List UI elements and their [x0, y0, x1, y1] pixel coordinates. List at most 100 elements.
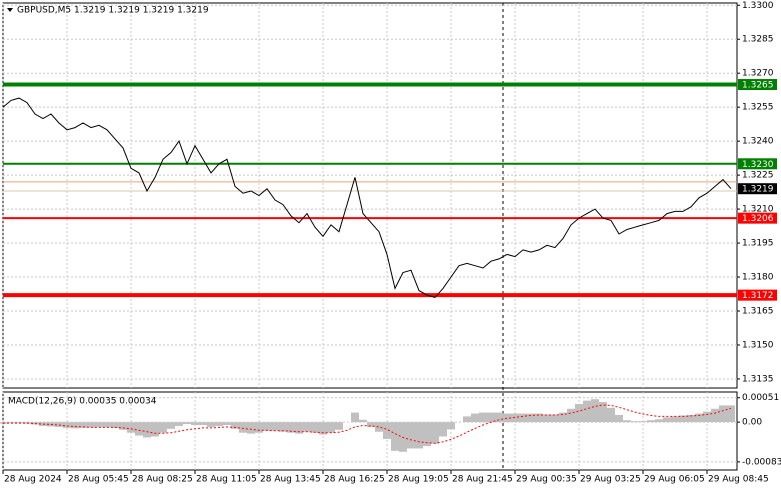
level-label: 1.3230 — [742, 160, 774, 170]
macd-bar — [359, 419, 367, 423]
macd-bar — [247, 422, 255, 434]
macd-bar — [423, 422, 431, 447]
y-tick-label: 1.3180 — [742, 273, 774, 283]
macd-bar — [719, 405, 727, 423]
macd-bar — [711, 408, 719, 423]
x-tick-label: 28 Aug 13:45 — [260, 475, 321, 485]
y-tick-label: 1.3240 — [742, 137, 774, 147]
macd-bar — [319, 422, 327, 435]
macd-bar — [671, 416, 679, 423]
x-tick-label: 29 Aug 00:35 — [516, 475, 577, 485]
macd-bar — [615, 414, 623, 423]
macd-bar — [527, 413, 535, 423]
price-frame — [2, 2, 738, 389]
macd-bar — [335, 422, 343, 430]
macd-bar — [167, 422, 175, 429]
macd-bar — [351, 412, 359, 423]
macd-bar — [503, 413, 511, 423]
level-tag — [738, 289, 777, 301]
macd-bar — [695, 413, 703, 423]
macd-bar — [479, 412, 487, 423]
macd-bar — [567, 408, 575, 423]
level-label: 1.3265 — [742, 81, 774, 91]
macd-bar — [183, 422, 191, 425]
macd-bar — [487, 412, 495, 423]
macd-bar — [119, 422, 127, 430]
macd-bar — [415, 422, 423, 449]
macd-bar — [135, 422, 143, 436]
x-tick-label: 28 Aug 16:25 — [324, 475, 385, 485]
macd-bar — [591, 399, 599, 423]
macd-bar — [639, 421, 647, 423]
macd-bar — [239, 422, 247, 433]
macd-bar — [623, 420, 631, 423]
y-tick-label: 1.3150 — [742, 340, 774, 350]
macd-bar — [215, 422, 223, 426]
macd-bar — [727, 405, 735, 423]
x-tick-label: 29 Aug 03:25 — [580, 475, 641, 485]
macd-bar — [199, 422, 207, 426]
macd-bar — [151, 422, 159, 437]
macd-bar — [391, 422, 399, 451]
macd-bar — [127, 422, 135, 433]
macd-bar — [407, 422, 415, 449]
macd-bar — [431, 422, 439, 444]
x-tick-label: 28 Aug 05:45 — [68, 475, 129, 485]
macd-bar — [575, 403, 583, 423]
y-tick-label: 1.3225 — [742, 171, 774, 181]
macd-bar — [303, 422, 311, 432]
macd-bar — [463, 416, 471, 423]
macd-bar — [607, 407, 615, 423]
macd-bar — [31, 422, 39, 425]
macd-bar — [263, 422, 271, 431]
macd-bar — [599, 402, 607, 423]
macd-bar — [647, 420, 655, 423]
macd-bar — [367, 422, 375, 427]
menu-icon — [7, 8, 13, 12]
y-tick-label: 1.3285 — [742, 35, 774, 45]
macd-bar — [223, 422, 231, 426]
y-tick-label: 1.3255 — [742, 103, 774, 113]
x-tick-label: 28 Aug 08:25 — [132, 475, 193, 485]
y-tick-label: 1.3135 — [742, 374, 774, 384]
macd-bar — [79, 422, 87, 428]
macd-bar — [111, 422, 119, 428]
macd-bar — [87, 422, 95, 428]
macd-bar — [439, 422, 447, 437]
x-tick-label: 28 Aug 2024 — [4, 475, 62, 485]
level-tag — [738, 183, 777, 195]
level-tag — [738, 79, 777, 91]
macd-bar — [471, 413, 479, 423]
y-tick-label: 0.00 — [742, 418, 762, 428]
macd-bar — [383, 422, 391, 439]
macd-bar — [295, 422, 303, 434]
level-label: 1.3219 — [742, 185, 774, 195]
y-tick-label: 1.3300 — [742, 1, 774, 11]
macd-bar — [71, 422, 79, 429]
macd-bar — [103, 422, 111, 427]
x-tick-label: 28 Aug 21:45 — [452, 475, 513, 485]
macd-bar — [23, 422, 31, 424]
x-tick-label: 28 Aug 11:05 — [196, 475, 257, 485]
price-line-series — [2, 97, 732, 298]
macd-bar — [543, 414, 551, 423]
macd-bar — [143, 422, 151, 438]
macd-frame — [2, 391, 738, 471]
macd-bar — [703, 411, 711, 423]
y-tick-label: 1.3195 — [742, 239, 774, 249]
macd-bar — [279, 422, 287, 432]
x-tick-label: 29 Aug 06:05 — [644, 475, 705, 485]
macd-bar — [655, 419, 663, 423]
macd-bar — [631, 421, 639, 423]
macd-bar — [447, 422, 455, 430]
macd-bar — [159, 422, 167, 433]
macd-bar — [63, 422, 71, 428]
x-tick-label: 28 Aug 19:05 — [388, 475, 449, 485]
macd-bar — [271, 422, 279, 431]
x-tick-label: 29 Aug 08:45 — [708, 475, 769, 485]
macd-bar — [207, 422, 215, 427]
macd-bar — [535, 413, 543, 423]
macd-bar — [559, 412, 567, 423]
